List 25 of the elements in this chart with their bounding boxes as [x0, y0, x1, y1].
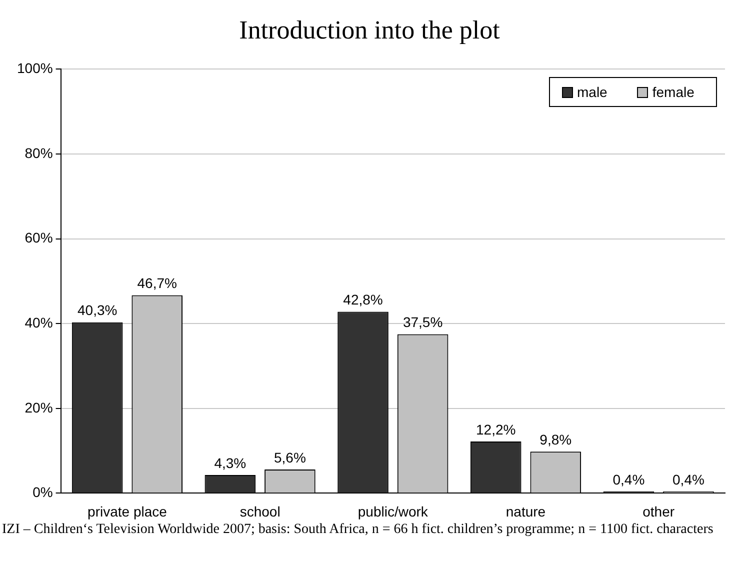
x-tick-label: private place — [88, 503, 168, 520]
x-tick-label: other — [642, 503, 675, 520]
y-tick-label: 0% — [32, 484, 53, 500]
data-label: 42,8% — [343, 292, 383, 308]
data-label: 0,4% — [612, 471, 645, 488]
text: IZI – Children‘s Television Worldwide 2007; basis: South Africa, n = 66 h fict. children’s programme; n = 1100 fict. characters — [2, 522, 714, 538]
data-label: 40,3% — [77, 302, 118, 318]
y-tick-label: 100% — [16, 60, 53, 76]
x-tick-label: nature — [506, 503, 546, 520]
data-label: 9,8% — [540, 432, 572, 448]
y-tick-label: 60% — [24, 230, 53, 246]
x-tick-label: public/work — [358, 503, 429, 520]
data-label: 4,3% — [214, 454, 246, 471]
data-label: 46,7% — [137, 275, 177, 292]
legend-label: female — [652, 84, 694, 100]
x-tick-label: school — [240, 503, 280, 520]
y-tick-label: 40% — [24, 314, 53, 330]
legend-label: male — [577, 84, 608, 100]
y-tick-label: 20% — [24, 399, 53, 416]
data-label: 0,4% — [672, 471, 704, 488]
chart-title: Introduction into the plot — [239, 15, 501, 44]
data-label: 5,6% — [274, 449, 306, 466]
y-tick-label: 80% — [24, 144, 53, 161]
data-label: 12,2% — [476, 421, 516, 438]
data-label: 37,5% — [402, 314, 443, 330]
